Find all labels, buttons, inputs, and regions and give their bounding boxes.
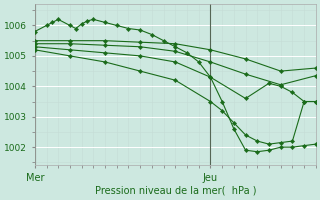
X-axis label: Pression niveau de la mer(  hPa ): Pression niveau de la mer( hPa ): [95, 186, 256, 196]
